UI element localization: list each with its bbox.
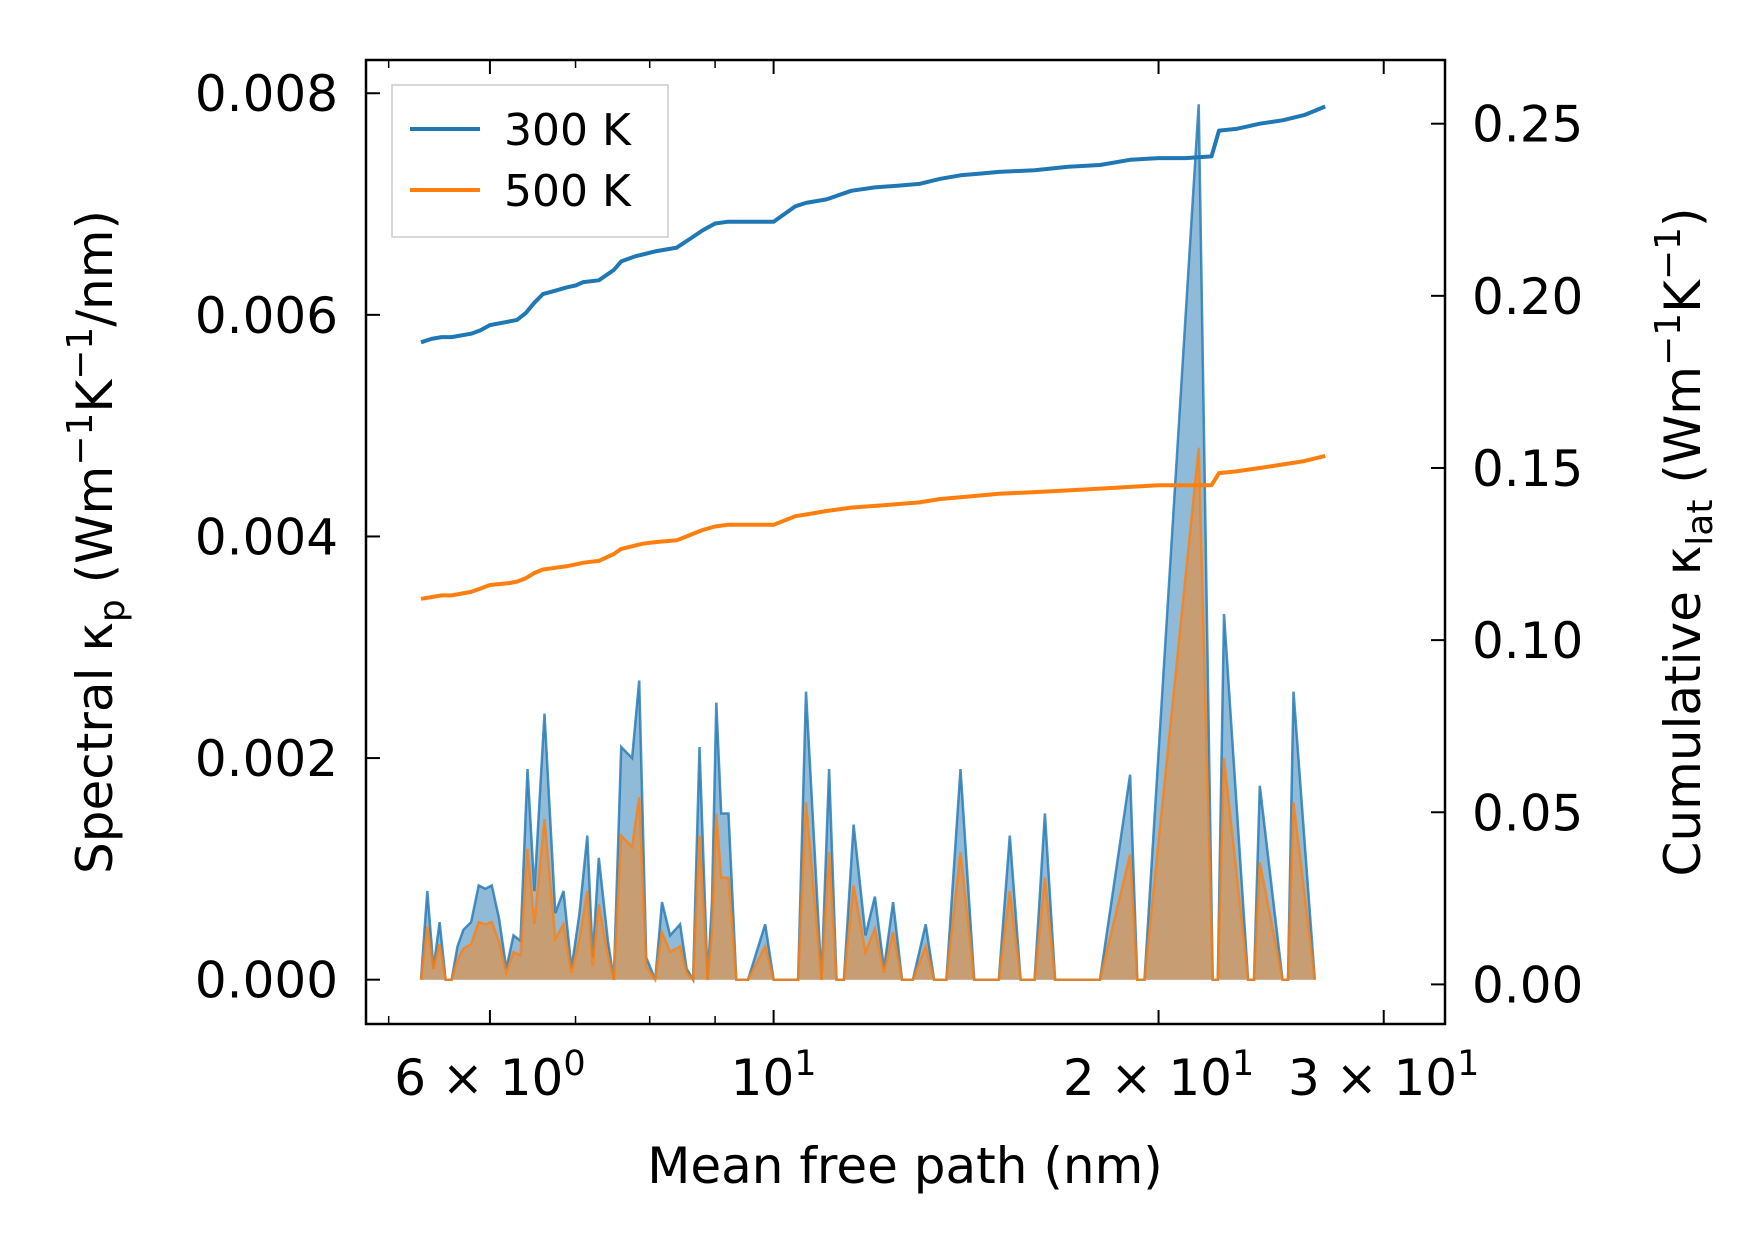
spectral-layer <box>419 104 1317 985</box>
y-right-tick-label: 0.25 <box>1472 96 1583 154</box>
y-left-tick-label: 0.008 <box>195 65 338 123</box>
y-right-tick-label: 0.10 <box>1472 612 1583 670</box>
y-left-tick-label: 0.004 <box>195 508 338 566</box>
x-tick-label: 3 × 101 <box>1288 1044 1479 1107</box>
ticks-layer: 6 × 100 101 2 × 101 3 × 101 0.000 0.002 0.004 0… <box>195 60 1583 1107</box>
spectral-line-500k <box>419 447 1317 984</box>
x-tick-label: 101 <box>731 1044 817 1107</box>
cumulative-line-300k <box>420 104 1326 345</box>
cumulative-layer <box>420 104 1326 601</box>
y-left-tick-label: 0.000 <box>195 952 338 1010</box>
plot-frame <box>364 58 1447 1026</box>
legend-box <box>391 84 669 238</box>
y-axis-left-label: Spectral κp (Wm−1K−1/nm) <box>60 210 133 874</box>
x-tick-label: 2 × 101 <box>1063 1044 1254 1107</box>
y-axis-right-label: Cumulative κlat (Wm−1K−1) <box>1648 208 1721 877</box>
y-right-tick-label: 0.00 <box>1472 956 1583 1014</box>
legend-label-500k: 500 K <box>504 166 632 217</box>
legend: 300 K 500 K <box>391 84 669 238</box>
spectral-area-500k <box>421 447 1315 980</box>
legend-label-300k: 300 K <box>504 105 632 156</box>
y-right-tick-label: 0.20 <box>1472 268 1583 326</box>
x-tick-label: 6 × 100 <box>394 1044 585 1107</box>
cumulative-line-500k <box>420 453 1326 601</box>
y-left-tick-label: 0.002 <box>195 730 338 788</box>
y-left-tick-label: 0.006 <box>195 287 338 345</box>
y-right-tick-label: 0.15 <box>1472 440 1583 498</box>
x-axis-label: Mean free path (nm) <box>647 1137 1163 1195</box>
y-right-tick-label: 0.05 <box>1472 784 1583 842</box>
